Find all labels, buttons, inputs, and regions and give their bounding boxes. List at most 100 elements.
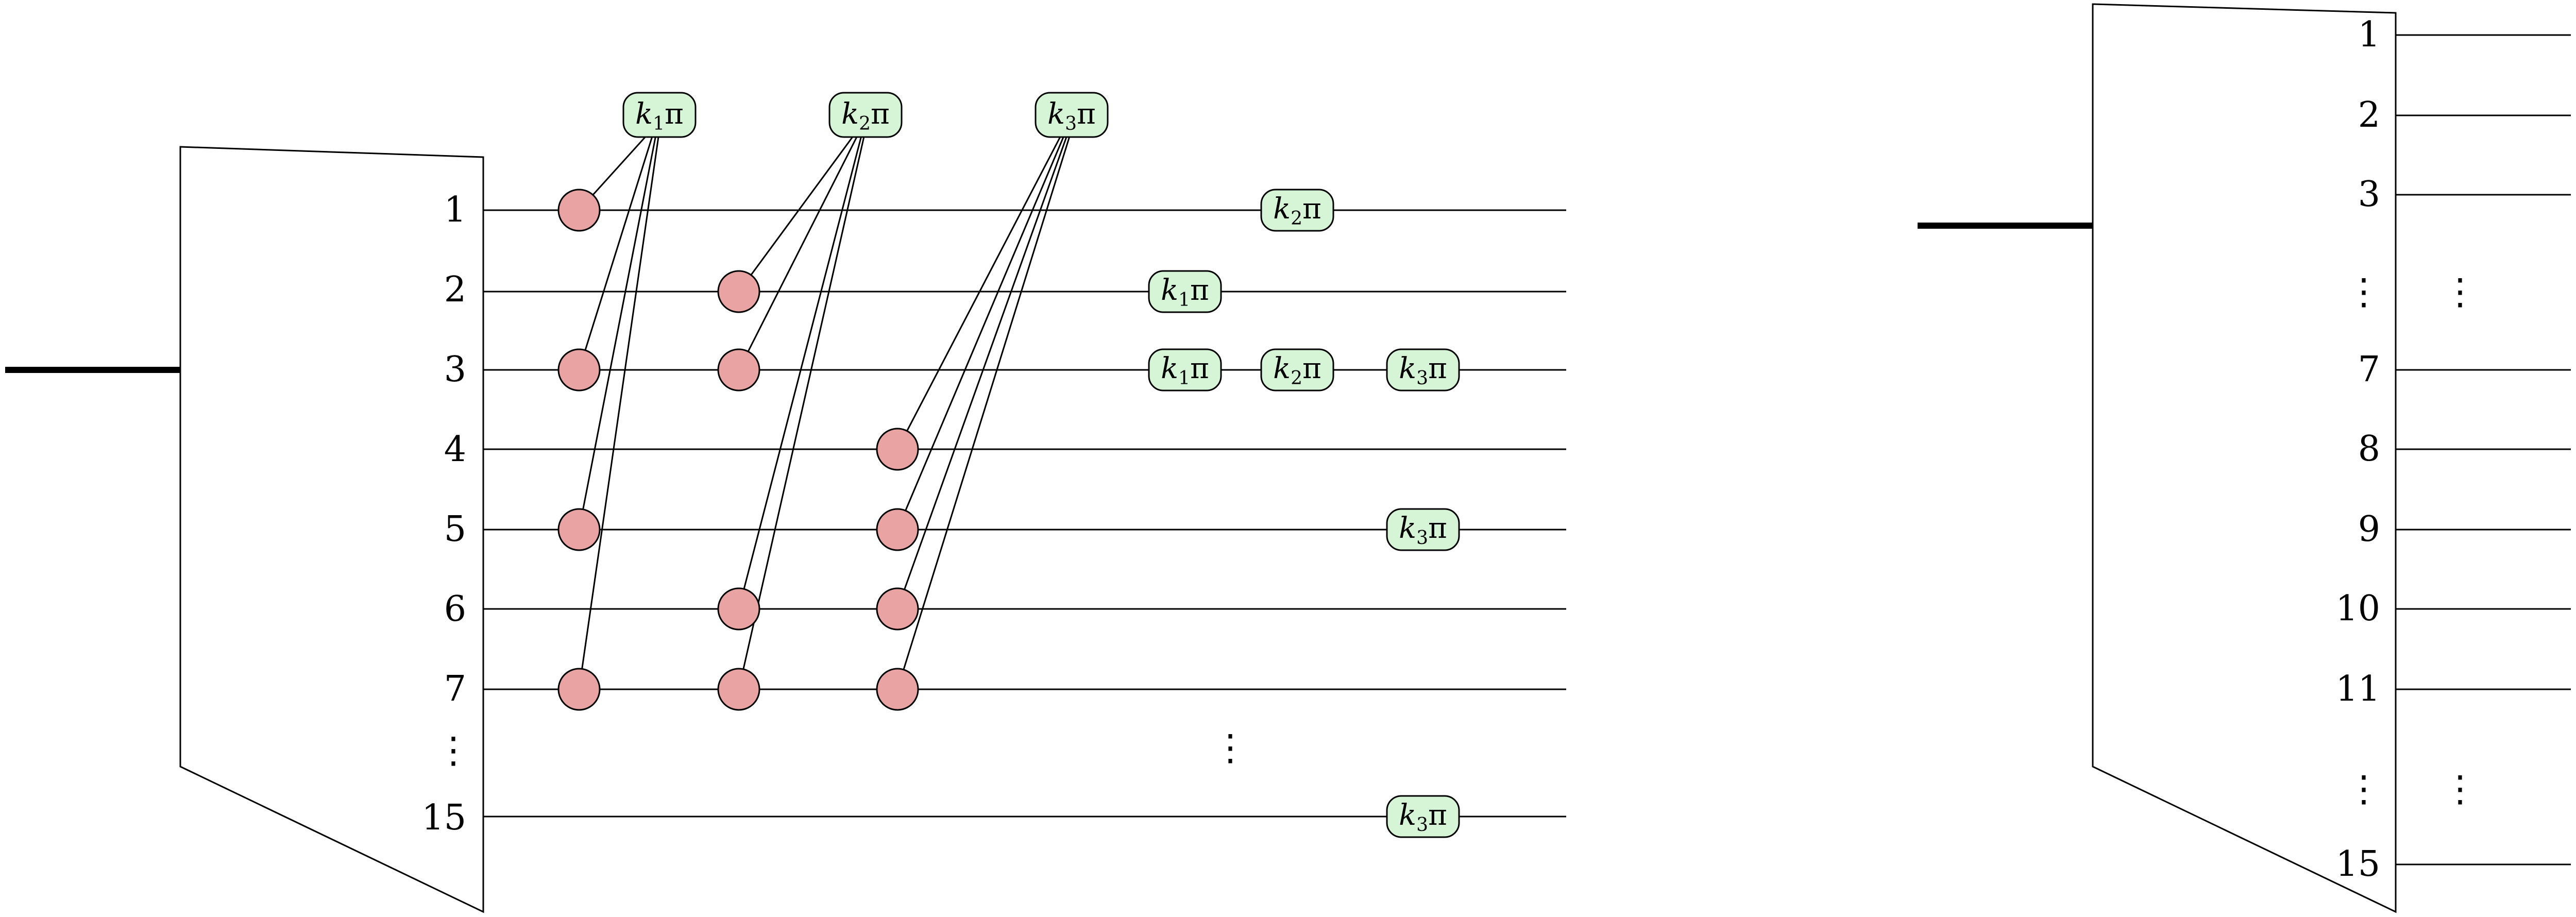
right-output-ellipsis-top: ⋮ bbox=[2442, 270, 2478, 313]
wire1-phase-k2-label: k2π bbox=[1273, 192, 1321, 229]
left-port-label-4: 4 bbox=[444, 429, 466, 470]
phase-subscript: 3 bbox=[1065, 113, 1077, 134]
phase-pi-symbol: π bbox=[1302, 192, 1321, 226]
phase-k-symbol: k bbox=[1273, 352, 1291, 385]
node-col2-wire3 bbox=[717, 348, 760, 392]
right-port-label-11: 11 bbox=[2335, 669, 2380, 709]
wire3-phase-k2-label: k2π bbox=[1273, 352, 1321, 389]
left-port-label-6: 6 bbox=[444, 589, 466, 630]
node-col2-wire7 bbox=[717, 668, 760, 711]
phase-k-symbol: k bbox=[1399, 352, 1416, 385]
phase-k-symbol: k bbox=[1399, 512, 1416, 545]
node-col2-wire2 bbox=[717, 270, 760, 313]
right-port-label-3: 3 bbox=[2358, 174, 2380, 215]
phase-shifter-k2-box bbox=[828, 92, 903, 138]
link-k3-wire6 bbox=[896, 129, 1070, 609]
phase-subscript: 1 bbox=[1178, 368, 1190, 389]
node-col1-wire3 bbox=[557, 348, 601, 392]
wire5-phase-k3-box bbox=[1386, 508, 1460, 551]
node-col2-wire6 bbox=[717, 587, 760, 631]
phase-subscript: 2 bbox=[1291, 368, 1302, 389]
wire15-phase-k3-box bbox=[1386, 795, 1460, 838]
phase-subscript: 1 bbox=[653, 113, 665, 134]
phase-shifter-k1-label: k1π bbox=[635, 97, 684, 134]
link-k2-wire6 bbox=[738, 129, 864, 609]
phase-k-symbol: k bbox=[1273, 192, 1291, 226]
phase-subscript: 2 bbox=[1291, 208, 1302, 229]
node-col3-wire5 bbox=[876, 508, 919, 551]
link-k2-wire7 bbox=[738, 129, 867, 690]
wire3-phase-k2-box bbox=[1260, 348, 1334, 392]
phase-subscript: 2 bbox=[859, 113, 871, 134]
right-port-label-7: 7 bbox=[2358, 349, 2380, 390]
left-port-label-15: 15 bbox=[421, 797, 466, 838]
wire3-phase-k3-label: k3π bbox=[1399, 352, 1447, 389]
wire1-phase-k2-box bbox=[1260, 189, 1334, 232]
wire2-phase-k1: k1π bbox=[1148, 270, 1222, 313]
link-k3-wire4 bbox=[896, 129, 1065, 450]
right-port-label-1: 1 bbox=[2358, 14, 2380, 55]
left-port-label-2: 2 bbox=[444, 269, 466, 310]
wire3-phase-k2: k2π bbox=[1260, 348, 1334, 392]
left-port-label-1: 1 bbox=[444, 190, 466, 230]
left-port-label-5: 5 bbox=[444, 509, 466, 550]
left-splitter: 1 2 3 4 5 6 7 ⋮ 15 bbox=[5, 146, 484, 913]
phase-shifter-k3-box bbox=[1035, 92, 1109, 138]
link-k3-wire7 bbox=[896, 129, 1073, 690]
wire15-phase-k3-label: k3π bbox=[1399, 799, 1447, 836]
phase-pi-symbol: π bbox=[1190, 274, 1209, 307]
left-splitter-body bbox=[179, 146, 484, 913]
link-k1-wire3 bbox=[578, 129, 655, 370]
wire3-phase-k1-label: k1π bbox=[1161, 352, 1209, 389]
wire3-phase-k1: k1π bbox=[1148, 348, 1222, 392]
wire2-phase-k1-box bbox=[1148, 270, 1222, 313]
phase-subscript: 3 bbox=[1416, 368, 1428, 389]
phase-pi-symbol: π bbox=[1428, 352, 1447, 385]
wire3-phase-k3: k3π bbox=[1386, 348, 1460, 392]
phase-pi-symbol: π bbox=[1428, 512, 1447, 545]
node-col3-wire7 bbox=[876, 668, 919, 711]
node-col1-wire7 bbox=[557, 668, 601, 711]
right-splitter-body bbox=[2092, 3, 2397, 913]
phase-pi-symbol: π bbox=[1428, 799, 1447, 832]
link-k2-wire2 bbox=[738, 129, 859, 292]
phase-k-symbol: k bbox=[1161, 274, 1178, 307]
phase-shifter-k3-label: k3π bbox=[1047, 97, 1096, 134]
left-port-label-7: 7 bbox=[444, 669, 466, 709]
link-k3-wire5 bbox=[896, 129, 1067, 530]
wire3-phase-k3-box bbox=[1386, 348, 1460, 392]
right-splitter: 1 2 3 ⋮ 7 8 9 10 11 ⋮ 15 ⋮ ⋮ bbox=[1918, 3, 2571, 913]
wire-gap-ellipsis: ⋮ bbox=[1212, 726, 1248, 769]
left-port-label-3: 3 bbox=[444, 349, 466, 390]
right-port-label-8: 8 bbox=[2358, 429, 2380, 469]
link-k2-wire3 bbox=[738, 129, 861, 370]
wire5-phase-k3: k3π bbox=[1386, 508, 1460, 551]
phase-k-symbol: k bbox=[1161, 352, 1178, 385]
right-port-label-10: 10 bbox=[2335, 588, 2380, 629]
phase-shifter-k1: k1π bbox=[622, 92, 697, 138]
top-phase-shifters: k1π k2π k3π bbox=[622, 92, 1109, 138]
phase-pi-symbol: π bbox=[1302, 352, 1321, 385]
phase-k-symbol: k bbox=[1047, 97, 1065, 131]
phase-subscript: 1 bbox=[1178, 290, 1190, 311]
wire-phase-shifters: k2π k1π k1π k2π k3π k3π k3π bbox=[1148, 189, 1460, 838]
wire15-phase-k3: k3π bbox=[1386, 795, 1460, 838]
link-k1-wire7 bbox=[578, 129, 660, 690]
node-col3-wire4 bbox=[876, 428, 919, 471]
node-col1-wire5 bbox=[557, 508, 601, 551]
phase-shifter-k2: k2π bbox=[828, 92, 903, 138]
wire5-phase-k3-label: k3π bbox=[1399, 512, 1447, 549]
link-k1-wire5 bbox=[578, 129, 658, 530]
phase-pi-symbol: π bbox=[871, 97, 890, 131]
phase-subscript: 3 bbox=[1416, 528, 1428, 549]
phase-pi-symbol: π bbox=[665, 97, 684, 131]
phase-shifter-k2-label: k2π bbox=[841, 97, 890, 134]
right-output-lines bbox=[2396, 34, 2571, 865]
phase-pi-symbol: π bbox=[1190, 352, 1209, 385]
right-port-label-ellipsis-top: ⋮ bbox=[2346, 270, 2382, 313]
phase-subscript: 3 bbox=[1416, 814, 1428, 836]
wire1-phase-k2: k2π bbox=[1260, 189, 1334, 232]
right-port-label-2: 2 bbox=[2358, 95, 2380, 135]
right-port-label-9: 9 bbox=[2358, 509, 2380, 550]
